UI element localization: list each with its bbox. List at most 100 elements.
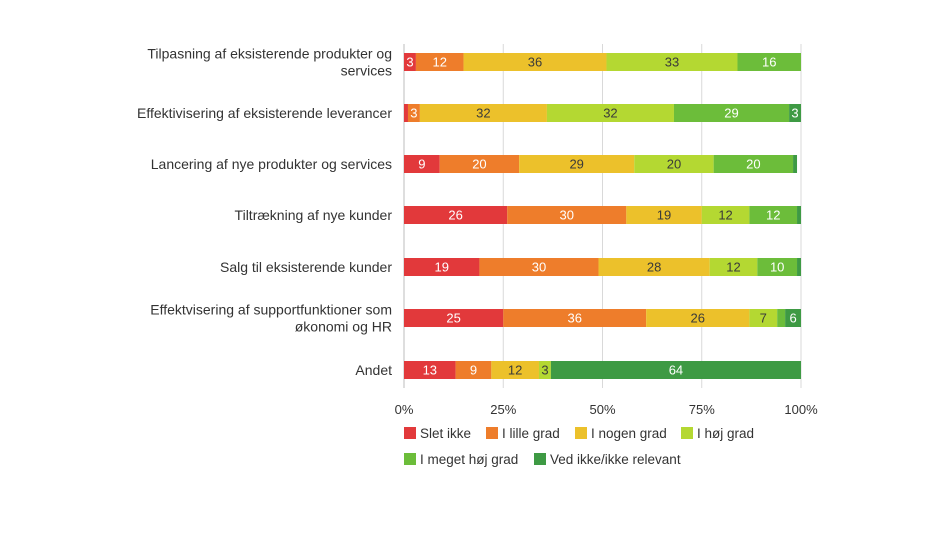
bar-value-label: 36 bbox=[567, 311, 581, 326]
bar-value-label: 13 bbox=[423, 363, 437, 378]
bar-value-label: 19 bbox=[657, 208, 671, 223]
bar-segment bbox=[757, 258, 798, 276]
bar-value-label: 3 bbox=[541, 363, 548, 378]
bar-segment bbox=[503, 309, 647, 327]
bar-value-label: 19 bbox=[434, 260, 448, 275]
bar-value-label: 29 bbox=[569, 157, 583, 172]
x-tick-label: 75% bbox=[689, 402, 715, 417]
bar-value-label: 7 bbox=[760, 311, 767, 326]
category-label: Salg til eksisterende kunder bbox=[220, 259, 392, 275]
bar-segment bbox=[646, 309, 750, 327]
category-label: Effektvisering af supportfunktioner som bbox=[150, 302, 392, 318]
bar-segment bbox=[634, 155, 714, 173]
bar-value-label: 20 bbox=[472, 157, 486, 172]
bar-segment bbox=[419, 104, 547, 122]
legend-swatch bbox=[404, 453, 416, 465]
bar-segment bbox=[673, 104, 790, 122]
bar-value-label: 12 bbox=[508, 363, 522, 378]
bar-value-label: 20 bbox=[667, 157, 681, 172]
bar-value-label: 25 bbox=[446, 311, 460, 326]
bar-value-label: 12 bbox=[766, 208, 780, 223]
bar-segment bbox=[404, 361, 456, 379]
bar-segment bbox=[479, 258, 599, 276]
bar-segment bbox=[404, 53, 416, 71]
bar-value-label: 9 bbox=[418, 157, 425, 172]
bar-value-label: 26 bbox=[691, 311, 705, 326]
x-tick-label: 0% bbox=[395, 402, 414, 417]
bar-segment bbox=[546, 104, 674, 122]
bar-segment bbox=[777, 309, 786, 327]
bar-segment bbox=[793, 155, 798, 173]
bar-segment bbox=[797, 258, 801, 276]
bar-value-label: 29 bbox=[724, 106, 738, 121]
category-label: Effektivisering af eksisterende leveranc… bbox=[137, 105, 392, 121]
bar-value-label: 64 bbox=[669, 363, 683, 378]
legend-swatch bbox=[575, 427, 587, 439]
x-tick-label: 25% bbox=[490, 402, 516, 417]
legend-label: Slet ikke bbox=[420, 426, 471, 441]
bar-value-label: 26 bbox=[448, 208, 462, 223]
category-label: Tiltrækning af nye kunder bbox=[235, 207, 393, 223]
category-label: økonomi og HR bbox=[295, 319, 392, 335]
legend-label: I lille grad bbox=[502, 426, 560, 441]
bar-value-label: 3 bbox=[406, 55, 413, 70]
bar-segment bbox=[404, 104, 408, 122]
bar-segment bbox=[404, 258, 480, 276]
legend-label: I nogen grad bbox=[591, 426, 667, 441]
category-label: Tilpasning af eksisterende produkter og bbox=[147, 46, 392, 62]
bar-value-label: 33 bbox=[665, 55, 679, 70]
bar-segment bbox=[709, 258, 758, 276]
bar-value-label: 3 bbox=[791, 106, 798, 121]
bar-value-label: 20 bbox=[746, 157, 760, 172]
bar-segment bbox=[404, 309, 504, 327]
legend-swatch bbox=[404, 427, 416, 439]
bar-value-label: 30 bbox=[560, 208, 574, 223]
bar-value-label: 6 bbox=[789, 311, 796, 326]
x-tick-label: 100% bbox=[784, 402, 818, 417]
bar-segment bbox=[598, 258, 710, 276]
bar-segment bbox=[538, 361, 551, 379]
bar-value-label: 32 bbox=[476, 106, 490, 121]
category-label: Andet bbox=[355, 362, 392, 378]
bar-segment bbox=[519, 155, 635, 173]
bar-value-label: 16 bbox=[762, 55, 776, 70]
bar-segment bbox=[404, 206, 508, 224]
bar-segment bbox=[415, 53, 464, 71]
legend-label: Ved ikke/ikke relevant bbox=[550, 452, 681, 467]
legend-swatch bbox=[534, 453, 546, 465]
bar-segment bbox=[550, 361, 801, 379]
category-label: services bbox=[341, 63, 392, 79]
bar-segment bbox=[713, 155, 794, 173]
bar-segment bbox=[463, 53, 607, 71]
legend-swatch bbox=[486, 427, 498, 439]
bar-segment bbox=[507, 206, 627, 224]
bar-value-label: 12 bbox=[718, 208, 732, 223]
bar-segment bbox=[749, 309, 778, 327]
bar-segment bbox=[749, 206, 798, 224]
bar-value-label: 36 bbox=[528, 55, 542, 70]
bar-value-label: 12 bbox=[432, 55, 446, 70]
bar-segment bbox=[404, 155, 440, 173]
x-tick-label: 50% bbox=[589, 402, 615, 417]
bar-segment bbox=[789, 104, 801, 122]
legend-label: I høj grad bbox=[697, 426, 754, 441]
bar-value-label: 3 bbox=[410, 106, 417, 121]
bar-segment bbox=[785, 309, 801, 327]
bar-value-label: 12 bbox=[726, 260, 740, 275]
legend-label: I meget høj grad bbox=[420, 452, 518, 467]
bar-segment bbox=[407, 104, 420, 122]
bar-segment bbox=[797, 206, 801, 224]
bar-segment bbox=[737, 53, 801, 71]
bar-segment bbox=[701, 206, 750, 224]
bar-value-label: 32 bbox=[603, 106, 617, 121]
bar-segment bbox=[626, 206, 702, 224]
bar-segment bbox=[439, 155, 520, 173]
bar-segment bbox=[455, 361, 492, 379]
category-label: Lancering af nye produkter og services bbox=[151, 156, 392, 172]
legend-swatch bbox=[681, 427, 693, 439]
bar-value-label: 10 bbox=[770, 260, 784, 275]
bar-segment bbox=[606, 53, 738, 71]
bar-value-label: 9 bbox=[470, 363, 477, 378]
